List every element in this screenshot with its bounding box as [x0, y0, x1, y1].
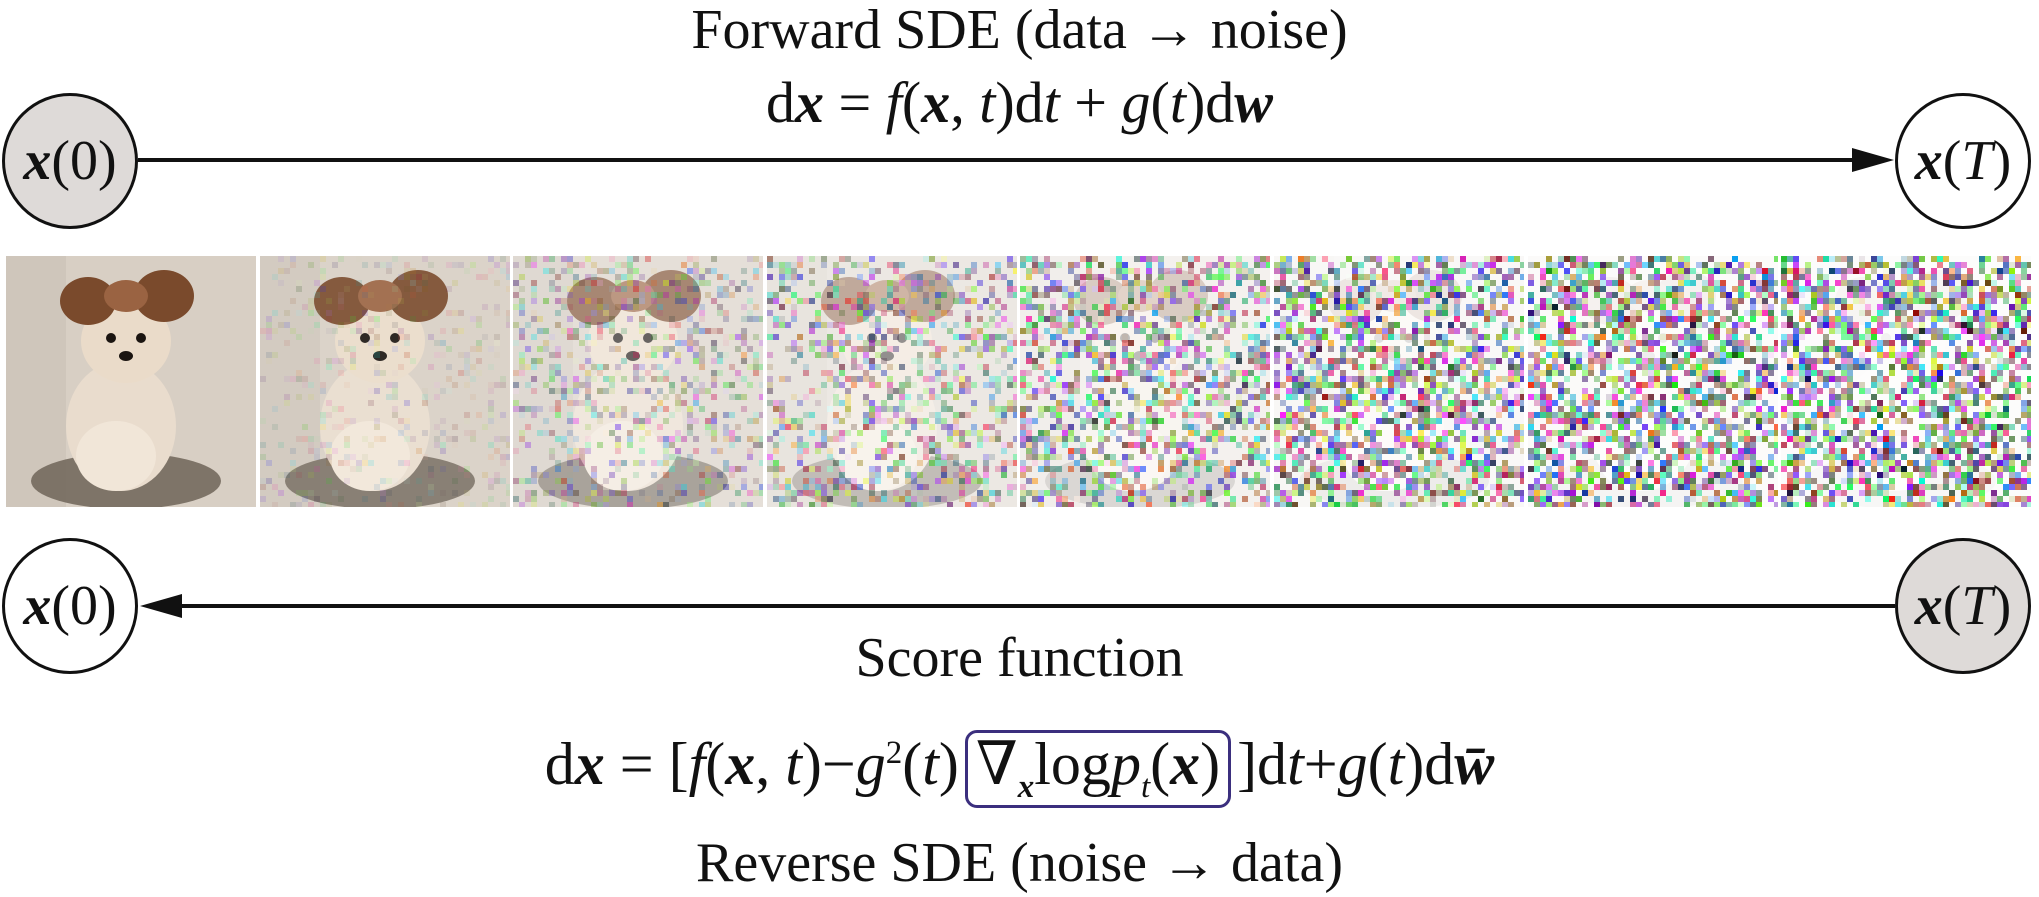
noise-frame [259, 256, 510, 507]
eq-d: d [544, 731, 575, 797]
eq-dw: )d [1404, 731, 1455, 797]
eq-g: g [1337, 731, 1368, 797]
node-symbol: x [23, 575, 52, 637]
eq-d: d [766, 70, 796, 135]
node-symbol: x [1914, 130, 1943, 192]
eq-g: g [855, 731, 886, 797]
eq-square: 2 [885, 735, 903, 771]
noise-frame [766, 256, 1017, 507]
eq-t: t [1287, 731, 1304, 797]
eq-equals-bracket: = [ [604, 731, 689, 797]
eq-comma: , [755, 731, 786, 797]
eq-x: x [574, 731, 605, 797]
noise-overlay [1274, 256, 1524, 507]
eq-equals: = [824, 70, 886, 135]
noise-frame [1274, 256, 1524, 507]
noise-overlay [766, 256, 1017, 507]
start-node-x0: x(0) [2, 93, 138, 229]
node-symbol: x [23, 130, 52, 192]
eq-paren: ) [938, 731, 959, 797]
eq-dw: )d [1185, 70, 1235, 135]
noise-overlay [513, 256, 764, 507]
node-arg: 0 [70, 575, 98, 637]
noise-frame [513, 256, 764, 507]
forward-title-arrow: → [1140, 0, 1197, 61]
eq-paren: ( [902, 731, 923, 797]
eq-x: x [795, 70, 825, 135]
eq-w-bar: w̄ [1454, 731, 1495, 797]
reverse-sde-equation: dx = [f(x, t)−g2(t) ∇xlogpt(x)]dt+g(t)dw̄ [0, 730, 2039, 808]
noisy-dog-image [766, 256, 1017, 507]
score-function-label: Score function [855, 627, 1184, 689]
reverse-title-prefix: Reverse SDE (noise [696, 832, 1162, 894]
noise-frame [1527, 256, 1778, 507]
noisy-dog-image [513, 256, 764, 507]
reverse-title-arrow: → [1161, 832, 1218, 894]
node-arg: T [1961, 575, 1993, 637]
eq-paren: ) [1200, 731, 1221, 797]
eq-paren: ( [705, 731, 726, 797]
eq-t: t [1043, 70, 1060, 135]
eq-t: t [1387, 731, 1405, 797]
score-function-box: ∇xlogpt(x) [964, 730, 1232, 808]
reverse-start-node-xT: x(T) [1895, 538, 2031, 674]
eq-w: w [1234, 70, 1273, 135]
eq-paren: ( [1150, 731, 1171, 797]
eq-nabla: ∇ [975, 731, 1018, 797]
noisy-dog-image [259, 256, 510, 507]
forward-sde-equation: dx = f(x, t)dt + g(t)dw [0, 74, 2039, 132]
eq-x: x [1170, 731, 1201, 797]
noisy-dog-image [1274, 256, 1524, 507]
eq-plus: + [1059, 70, 1122, 135]
forward-title-suffix: noise) [1196, 0, 1348, 61]
noisy-dog-image [1781, 256, 2032, 507]
eq-sub-x: x [1017, 769, 1035, 805]
node-symbol: x [1914, 575, 1943, 637]
noise-overlay [259, 256, 510, 507]
eq-x: x [725, 731, 756, 797]
noise-overlay [1020, 256, 1271, 507]
noise-frame [1781, 256, 2032, 507]
forward-sde-title: Forward SDE (data → noise) [0, 2, 2039, 58]
eq-bracket-dt: ]d [1237, 731, 1288, 797]
eq-t: t [785, 731, 802, 797]
eq-x: x [921, 70, 951, 135]
node-arg: T [1961, 130, 1993, 192]
reverse-sde-title: Reverse SDE (noise → data) [0, 835, 2039, 891]
eq-g: g [1121, 70, 1151, 135]
reverse-end-node-x0: x(0) [2, 538, 138, 674]
eq-f: f [885, 70, 902, 135]
noise-frame [1020, 256, 1271, 507]
eq-sub-t: t [1140, 769, 1151, 805]
eq-t: t [922, 731, 939, 797]
eq-log: log [1034, 731, 1111, 797]
noisy-dog-image [1527, 256, 1778, 507]
eq-plus: + [1303, 731, 1338, 797]
eq-comma: , [950, 70, 980, 135]
reverse-title-suffix: data) [1217, 832, 1343, 894]
eq-paren: ( [1150, 70, 1170, 135]
noise-frame [6, 256, 256, 507]
eq-paren: ( [1367, 731, 1388, 797]
noisy-dog-image [1020, 256, 1271, 507]
node-arg: 0 [70, 130, 98, 192]
noisy-dog-image [6, 256, 256, 507]
noise-overlay [1527, 256, 1778, 507]
eq-f: f [688, 731, 706, 797]
eq-t: t [979, 70, 996, 135]
forward-title-prefix: Forward SDE (data [691, 0, 1141, 61]
reverse-arrow-head [140, 594, 182, 618]
end-node-xT: x(T) [1895, 93, 2031, 229]
eq-p: p [1110, 731, 1141, 797]
noise-overlay [1781, 256, 2032, 507]
eq-dt: )d [995, 70, 1044, 135]
eq-minus: )− [801, 731, 856, 797]
eq-t: t [1169, 70, 1186, 135]
eq-paren: ( [901, 70, 922, 135]
forward-arrow-head [1852, 148, 1894, 172]
